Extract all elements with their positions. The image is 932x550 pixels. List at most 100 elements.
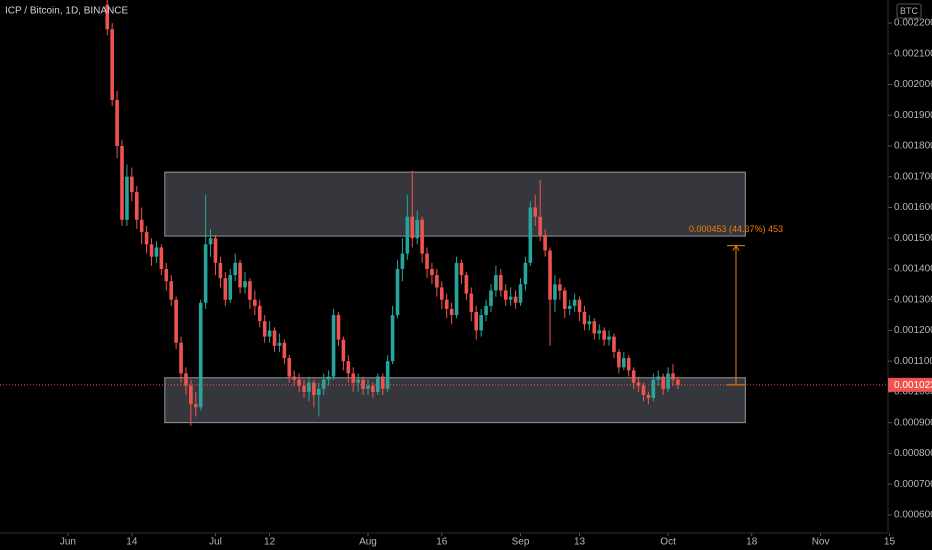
candle-body — [380, 376, 385, 389]
candle-body — [641, 385, 646, 395]
candle-body — [218, 262, 223, 279]
candle-body — [169, 281, 174, 300]
candle-body — [282, 342, 287, 359]
candle-body — [410, 216, 415, 239]
candle-body — [671, 373, 675, 380]
candle-body — [272, 330, 277, 346]
candle-body — [376, 376, 380, 392]
candle-body — [435, 275, 439, 288]
candle-body — [592, 321, 597, 334]
currency-badge[interactable] — [896, 3, 922, 19]
x-tick-label: Jul — [209, 537, 222, 548]
x-tick-label: 18 — [746, 537, 758, 548]
candle-body — [253, 299, 257, 306]
candle-body — [385, 361, 390, 389]
currency-label[interactable]: BTC — [900, 6, 919, 16]
measure-label: 0.000453 (44.37%) 453 — [689, 224, 783, 234]
y-tick-label: 0.000800 — [894, 448, 932, 459]
candle-body — [243, 281, 247, 288]
candle-body — [518, 284, 523, 303]
candle-body — [503, 290, 508, 300]
candle-body — [321, 379, 326, 389]
candle-body — [164, 268, 169, 282]
candle-body — [622, 358, 626, 368]
y-tick-label: 0.001600 — [894, 202, 932, 213]
candle-body — [499, 275, 503, 291]
candle-body — [474, 311, 479, 331]
candle-body — [297, 379, 301, 386]
candle-body — [238, 262, 242, 288]
candle-body — [346, 361, 351, 374]
y-tick-label: 0.000900 — [894, 417, 932, 428]
x-tick-label: Sep — [512, 537, 530, 548]
candle-body — [607, 336, 611, 340]
candle-body — [208, 238, 213, 245]
candle-body — [464, 275, 469, 294]
y-tick-label: 0.001300 — [894, 294, 932, 305]
candle-body — [631, 370, 636, 383]
candle-body — [390, 315, 395, 362]
y-tick-label: 0.002200 — [894, 18, 932, 29]
candle-body — [277, 342, 282, 346]
candle-body — [203, 244, 208, 303]
candle-body — [248, 281, 252, 300]
y-tick-label: 0.001500 — [894, 233, 932, 244]
candle-body — [617, 351, 621, 368]
candle-body — [612, 336, 616, 352]
candle-body — [371, 385, 375, 392]
candle-body — [508, 296, 513, 300]
y-tick-label: 0.000700 — [894, 479, 932, 490]
x-tick-label: 13 — [574, 537, 586, 548]
x-tick-label: Nov — [812, 537, 830, 548]
candle-body — [444, 299, 449, 309]
y-tick-label: 0.000600 — [894, 510, 932, 521]
candle-body — [646, 394, 651, 399]
y-tick-label: 0.001100 — [894, 356, 932, 367]
candle-body — [459, 262, 464, 276]
candle-body — [449, 308, 454, 316]
candle-body — [316, 388, 321, 395]
candle-body — [439, 287, 444, 300]
candle-body — [144, 232, 149, 245]
candle-body — [454, 262, 459, 316]
candle-body — [257, 305, 262, 322]
candle-body — [577, 299, 582, 312]
y-tick-label: 0.001700 — [894, 171, 932, 182]
x-tick-label: 16 — [436, 537, 448, 548]
candle-body — [636, 382, 641, 386]
candle-body — [341, 339, 346, 362]
candle-body — [149, 244, 154, 257]
candle-body — [179, 342, 183, 374]
candle-body — [656, 376, 661, 380]
x-tick-label: 15 — [884, 537, 896, 548]
candle-body — [494, 275, 498, 291]
chart-title: ICP / Bitcoin, 1D, BINANCE — [5, 6, 129, 17]
candle-body — [307, 382, 311, 392]
candle-body — [336, 315, 341, 340]
candle-body — [572, 299, 577, 306]
candle-body — [356, 379, 360, 383]
candle-body — [597, 330, 602, 334]
candle-body — [548, 250, 552, 300]
candle-body — [110, 29, 114, 100]
candle-body — [189, 385, 193, 405]
candle-body — [125, 176, 129, 220]
candle-body — [366, 385, 370, 389]
last-price-label: 0.001023 — [894, 380, 932, 391]
x-tick-label: Oct — [660, 537, 676, 548]
candle-body — [587, 321, 592, 325]
y-tick-label: 0.001800 — [894, 141, 932, 152]
candle-body — [120, 146, 124, 220]
candle-body — [538, 216, 542, 236]
candle-body — [533, 207, 538, 217]
candle-body — [400, 253, 405, 269]
candle-body — [228, 275, 233, 300]
candle-body — [105, 4, 110, 30]
x-tick-label: 12 — [264, 537, 276, 548]
candle-body — [523, 262, 528, 285]
candle-body — [558, 284, 562, 291]
candle-body — [130, 176, 134, 193]
x-tick-label: Jun — [60, 537, 76, 548]
candle-body — [198, 302, 203, 408]
